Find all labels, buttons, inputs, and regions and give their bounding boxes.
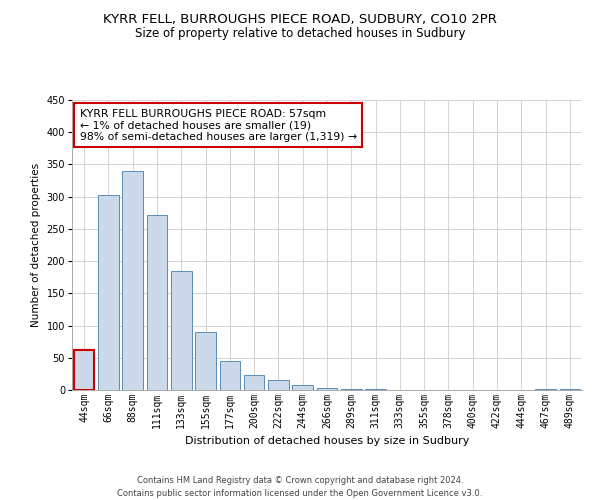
Bar — [268, 380, 289, 390]
Bar — [317, 388, 337, 390]
Text: Contains HM Land Registry data © Crown copyright and database right 2024.
Contai: Contains HM Land Registry data © Crown c… — [118, 476, 482, 498]
Bar — [341, 388, 362, 390]
Bar — [195, 332, 216, 390]
Bar — [146, 214, 167, 390]
Y-axis label: Number of detached properties: Number of detached properties — [31, 163, 41, 327]
Text: KYRR FELL, BURROUGHS PIECE ROAD, SUDBURY, CO10 2PR: KYRR FELL, BURROUGHS PIECE ROAD, SUDBURY… — [103, 12, 497, 26]
Text: Size of property relative to detached houses in Sudbury: Size of property relative to detached ho… — [135, 28, 465, 40]
Bar — [171, 272, 191, 390]
Text: KYRR FELL BURROUGHS PIECE ROAD: 57sqm
← 1% of detached houses are smaller (19)
9: KYRR FELL BURROUGHS PIECE ROAD: 57sqm ← … — [80, 108, 357, 142]
Bar — [244, 374, 265, 390]
X-axis label: Distribution of detached houses by size in Sudbury: Distribution of detached houses by size … — [185, 436, 469, 446]
Bar — [292, 386, 313, 390]
Bar — [535, 388, 556, 390]
Bar — [220, 361, 240, 390]
Bar — [122, 171, 143, 390]
Bar — [74, 350, 94, 390]
Bar — [98, 196, 119, 390]
